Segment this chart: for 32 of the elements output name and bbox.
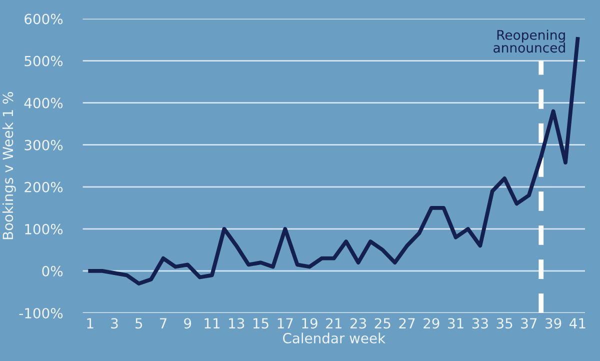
x-tick-label: 7 — [160, 318, 166, 328]
x-tick-label: 21 — [326, 318, 342, 328]
x-tick-label: 31 — [448, 318, 464, 329]
y-tick-label: 300% — [24, 140, 63, 150]
x-tick-label: 3 — [111, 318, 118, 329]
x-tick-label: 39 — [546, 318, 562, 329]
x-tick-label: 9 — [184, 318, 192, 329]
x-tick-label: 5 — [136, 318, 142, 329]
y-tick-label: 500% — [24, 56, 63, 66]
x-tick-label: 27 — [399, 318, 415, 328]
x-axis-title: Calendar week — [283, 332, 386, 344]
y-tick-label: 600% — [24, 14, 63, 24]
x-tick-label: 1 — [87, 318, 94, 328]
y-axis-title: Bookings v Week 1 % — [2, 92, 16, 240]
x-tick-label: 25 — [374, 318, 390, 329]
x-tick-label: 13 — [229, 318, 244, 329]
x-tick-label: 15 — [253, 318, 268, 329]
ref-line-label: Reopening announced — [494, 30, 565, 53]
x-tick-label: 11 — [204, 318, 220, 328]
x-tick-label: 19 — [302, 318, 318, 329]
x-tick-label: 29 — [424, 318, 440, 329]
y-tick-label: 200% — [24, 182, 63, 192]
x-tick-label: 33 — [472, 318, 488, 329]
y-tick-label: 100% — [25, 224, 63, 234]
y-tick-label: -100% — [19, 308, 63, 318]
x-tick-label: 35 — [496, 318, 512, 329]
y-tick-label: 0% — [42, 266, 63, 276]
x-tick-label: 37 — [521, 318, 537, 329]
x-tick-label: 41 — [570, 318, 586, 328]
x-tick-label: 17 — [278, 318, 293, 328]
y-tick-label: 400% — [24, 98, 63, 108]
x-tick-label: 23 — [350, 318, 366, 329]
